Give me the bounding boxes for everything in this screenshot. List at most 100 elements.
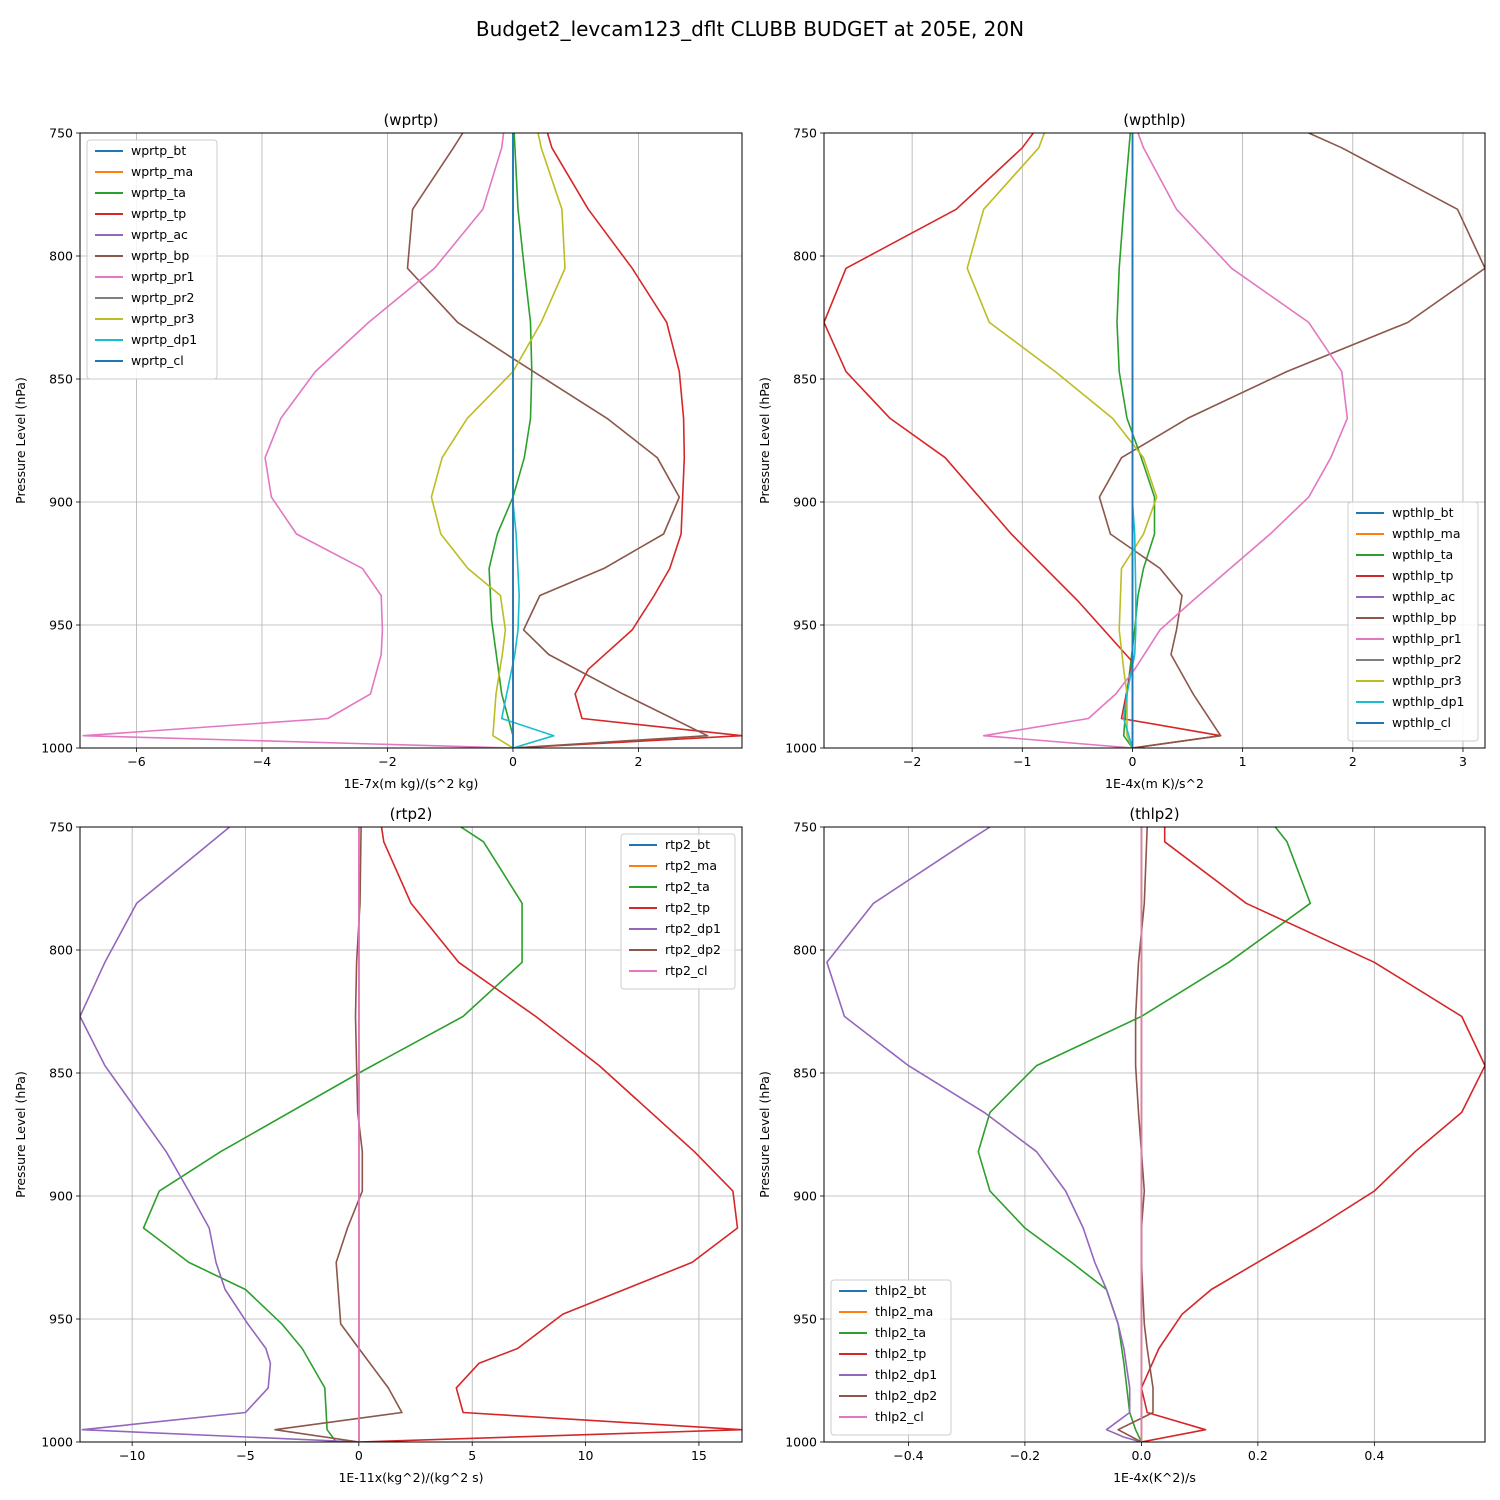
- x-tick-label: 0: [1128, 754, 1136, 769]
- x-tick-label: 0.2: [1248, 1448, 1268, 1463]
- y-tick-label: 900: [793, 495, 817, 510]
- y-tick-label: 750: [49, 820, 73, 835]
- panel-0: −6 −4 −2 0 2 750 800 850 900 950 1000 (wprtp) 1E-7x(…: [13, 111, 743, 791]
- x-tick-label: −0.4: [893, 1448, 923, 1463]
- legend-entry-rtp2_dp2: rtp2_dp2: [665, 942, 721, 957]
- legend-entry-wpthlp_bp: wpthlp_bp: [1392, 610, 1457, 625]
- legend-entry-wprtp_pr1: wprtp_pr1: [131, 269, 194, 284]
- axes-frame: [823, 826, 1486, 1443]
- y-tick-label: 1000: [41, 741, 73, 756]
- x-tick-label: 0: [509, 754, 517, 769]
- y-tick-label: 800: [49, 943, 73, 958]
- legend-entry-wpthlp_bt: wpthlp_bt: [1392, 505, 1454, 520]
- legend-entry-wprtp_cl: wprtp_cl: [131, 353, 184, 368]
- x-axis-label: 1E-11x(kg^2)/(kg^2 s): [338, 1470, 483, 1485]
- legend-entry-wpthlp_ac: wpthlp_ac: [1392, 589, 1455, 604]
- y-tick-label: 750: [793, 820, 817, 835]
- x-axis-label: 1E-7x(m kg)/(s^2 kg): [344, 776, 479, 791]
- x-tick-label: −6: [127, 754, 145, 769]
- y-tick-label: 800: [793, 943, 817, 958]
- legend-entry-wprtp_ta: wprtp_ta: [131, 185, 186, 200]
- legend-entry-wprtp_bt: wprtp_bt: [131, 143, 186, 158]
- y-tick-label: 950: [793, 618, 817, 633]
- x-tick-label: 0.0: [1131, 1448, 1151, 1463]
- series-group: [80, 827, 742, 1442]
- legend-entry-wprtp_bp: wprtp_bp: [131, 248, 189, 263]
- series-line-wprtp_pr3: [430, 133, 566, 748]
- legend: wprtp_bt wprtp_ma wprtp_ta wprtp_tp wprtp_ac…: [86, 139, 218, 380]
- panel-3: −0.4 −0.2 0.0 0.2 0.4 750 800 850 900 950 1000 (thl…: [757, 805, 1486, 1485]
- x-tick-label: −2: [378, 754, 396, 769]
- y-tick-label: 850: [793, 372, 817, 387]
- y-axis-label: Pressure Level (hPa): [757, 1071, 772, 1198]
- x-tick-label: −0.2: [1010, 1448, 1040, 1463]
- x-tick-label: −2: [903, 754, 921, 769]
- legend-entry-wprtp_pr3: wprtp_pr3: [131, 311, 194, 326]
- axes-frame: [823, 132, 1486, 749]
- series-group: [82, 133, 742, 748]
- legend-entry-thlp2_bt: thlp2_bt: [875, 1283, 926, 1298]
- legend-entry-thlp2_tp: thlp2_tp: [875, 1346, 926, 1361]
- y-tick-label: 1000: [41, 1435, 73, 1450]
- legend-entry-rtp2_bt: rtp2_bt: [665, 837, 710, 852]
- legend: wpthlp_bt wpthlp_ma wpthlp_ta wpthlp_tpwpth…: [1347, 501, 1479, 742]
- x-tick-label: −4: [253, 754, 271, 769]
- y-tick-label: 950: [49, 618, 73, 633]
- y-tick-label: 750: [793, 126, 817, 141]
- x-tick-label: 0.4: [1364, 1448, 1384, 1463]
- y-tick-label: 850: [49, 1066, 73, 1081]
- axes-frame: [79, 826, 743, 1443]
- legend-entry-thlp2_ma: thlp2_ma: [875, 1304, 933, 1319]
- series-line-wpthlp_tp: [824, 133, 1222, 748]
- series-group: [824, 133, 1485, 748]
- legend-entry-wprtp_ma: wprtp_ma: [131, 164, 193, 179]
- x-tick-label: 0: [355, 1448, 363, 1463]
- y-tick-label: 850: [49, 372, 73, 387]
- x-tick-label: −1: [1013, 754, 1031, 769]
- legend-entry-rtp2_ta: rtp2_ta: [665, 879, 710, 894]
- legend-entry-wpthlp_pr1: wpthlp_pr1: [1392, 631, 1462, 646]
- y-axis-label: Pressure Level (hPa): [13, 1071, 28, 1198]
- legend-entry-wpthlp_dp1: wpthlp_dp1: [1392, 694, 1464, 709]
- axes-frame: [79, 132, 743, 749]
- y-tick-label: 1000: [785, 741, 817, 756]
- legend-entry-wpthlp_pr3: wpthlp_pr3: [1392, 673, 1462, 688]
- series-line-wpthlp_pr1: [982, 133, 1349, 748]
- panel-1: −2 −1 0 1 2 3 750 800 850 900 950 1000 (wpthlp) 1E-4x…: [757, 111, 1486, 791]
- legend: rtp2_bt rtp2_ma rtp2_ta rtp2_tp rtp2_dp1 rtp2…: [620, 833, 736, 990]
- legend-entry-thlp2_dp2: thlp2_dp2: [875, 1388, 937, 1403]
- series-line-thlp2_ta: [977, 827, 1312, 1442]
- x-tick-label: 5: [468, 1448, 476, 1463]
- series-line-rtp2_dp1: [80, 827, 359, 1442]
- series-line-wprtp_dp1: [500, 133, 555, 748]
- panel-title: (wpthlp): [1123, 111, 1186, 129]
- panels: −6 −4 −2 0 27508008509009501000(wprtp)1E-7x(…: [13, 111, 1486, 1485]
- legend-entry-wprtp_tp: wprtp_tp: [131, 206, 186, 221]
- x-tick-label: 10: [578, 1448, 594, 1463]
- legend-entry-rtp2_tp: rtp2_tp: [665, 900, 710, 915]
- x-tick-label: 1: [1239, 754, 1247, 769]
- legend-entry-wpthlp_ta: wpthlp_ta: [1392, 547, 1453, 562]
- y-tick-label: 950: [49, 1312, 73, 1327]
- series-line-wpthlp_bp: [1098, 133, 1485, 748]
- x-axis-label: 1E-4x(m K)/s^2: [1105, 776, 1204, 791]
- series-line-wprtp_ta: [488, 133, 533, 748]
- legend-entry-thlp2_dp1: thlp2_dp1: [875, 1367, 937, 1382]
- legend-entry-thlp2_ta: thlp2_ta: [875, 1325, 926, 1340]
- legend-entry-wpthlp_ma: wpthlp_ma: [1392, 526, 1460, 541]
- x-axis-label: 1E-4x(K^2)/s: [1113, 1470, 1196, 1485]
- figure-suptitle: Budget2_levcam123_dflt CLUBB BUDGET at 2…: [476, 17, 1024, 41]
- x-tick-label: 3: [1459, 754, 1467, 769]
- x-tick-label: 15: [691, 1448, 707, 1463]
- y-tick-label: 900: [49, 1189, 73, 1204]
- series-line-rtp2_ta: [142, 827, 523, 1442]
- panel-title: (wprtp): [383, 111, 438, 129]
- series-line-rtp2_tp: [358, 827, 742, 1442]
- y-tick-label: 950: [793, 1312, 817, 1327]
- series-line-thlp2_dp1: [826, 827, 1142, 1442]
- legend-entry-rtp2_cl: rtp2_cl: [665, 963, 708, 978]
- legend-entry-wpthlp_pr2: wpthlp_pr2: [1392, 652, 1462, 667]
- panel-title: (rtp2): [390, 805, 433, 823]
